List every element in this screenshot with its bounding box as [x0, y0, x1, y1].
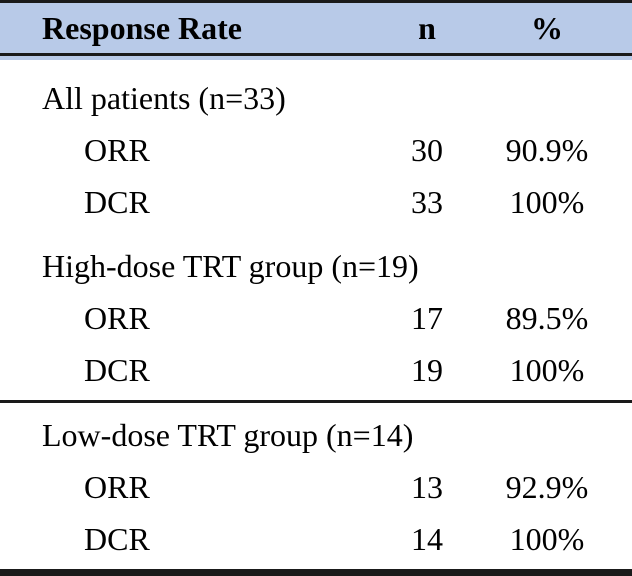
- row-pct-value: 100%: [509, 520, 585, 557]
- section-high-dose-trt: High-dose TRT group (n=19) ORR 17 89.5% …: [0, 234, 632, 403]
- group-header-row: High-dose TRT group (n=19): [0, 240, 632, 292]
- group-label: High-dose TRT group (n=19): [42, 247, 419, 284]
- section-all-patients: All patients (n=33) ORR 30 90.9% DCR 33 …: [0, 60, 632, 234]
- header-underline-strip: [0, 56, 632, 60]
- row-label: ORR: [84, 468, 150, 505]
- column-header-n: n: [418, 9, 436, 46]
- table-row: ORR 30 90.9%: [0, 124, 632, 176]
- row-label: DCR: [84, 183, 150, 220]
- table-row: ORR 13 92.9%: [0, 461, 632, 513]
- group-label: Low-dose TRT group (n=14): [42, 416, 414, 453]
- row-pct-value: 89.5%: [505, 299, 589, 336]
- row-n-value: 19: [411, 351, 443, 388]
- group-header-row: All patients (n=33): [0, 72, 632, 124]
- group-header-row: Low-dose TRT group (n=14): [0, 409, 632, 461]
- table-row: DCR 33 100%: [0, 176, 632, 228]
- row-pct-value: 90.9%: [505, 131, 589, 168]
- table-bottom-border: [0, 572, 632, 576]
- row-pct-value: 92.9%: [505, 468, 589, 505]
- row-label: ORR: [84, 131, 150, 168]
- table-header-row: Response Rate n %: [0, 0, 632, 56]
- row-pct-value: 100%: [509, 351, 585, 388]
- row-label: DCR: [84, 351, 150, 388]
- row-label: DCR: [84, 520, 150, 557]
- group-label: All patients (n=33): [42, 79, 286, 116]
- row-n-value: 30: [411, 131, 443, 168]
- section-low-dose-trt: Low-dose TRT group (n=14) ORR 13 92.9% D…: [0, 403, 632, 572]
- row-label: ORR: [84, 299, 150, 336]
- row-n-value: 17: [411, 299, 443, 336]
- row-n-value: 14: [411, 520, 443, 557]
- column-header-response-rate: Response Rate: [42, 9, 242, 46]
- table-row: ORR 17 89.5%: [0, 292, 632, 344]
- row-n-value: 13: [411, 468, 443, 505]
- column-header-percent: %: [531, 9, 563, 46]
- row-n-value: 33: [411, 183, 443, 220]
- table-row: DCR 14 100%: [0, 513, 632, 565]
- row-pct-value: 100%: [509, 183, 585, 220]
- table-row: DCR 19 100%: [0, 344, 632, 396]
